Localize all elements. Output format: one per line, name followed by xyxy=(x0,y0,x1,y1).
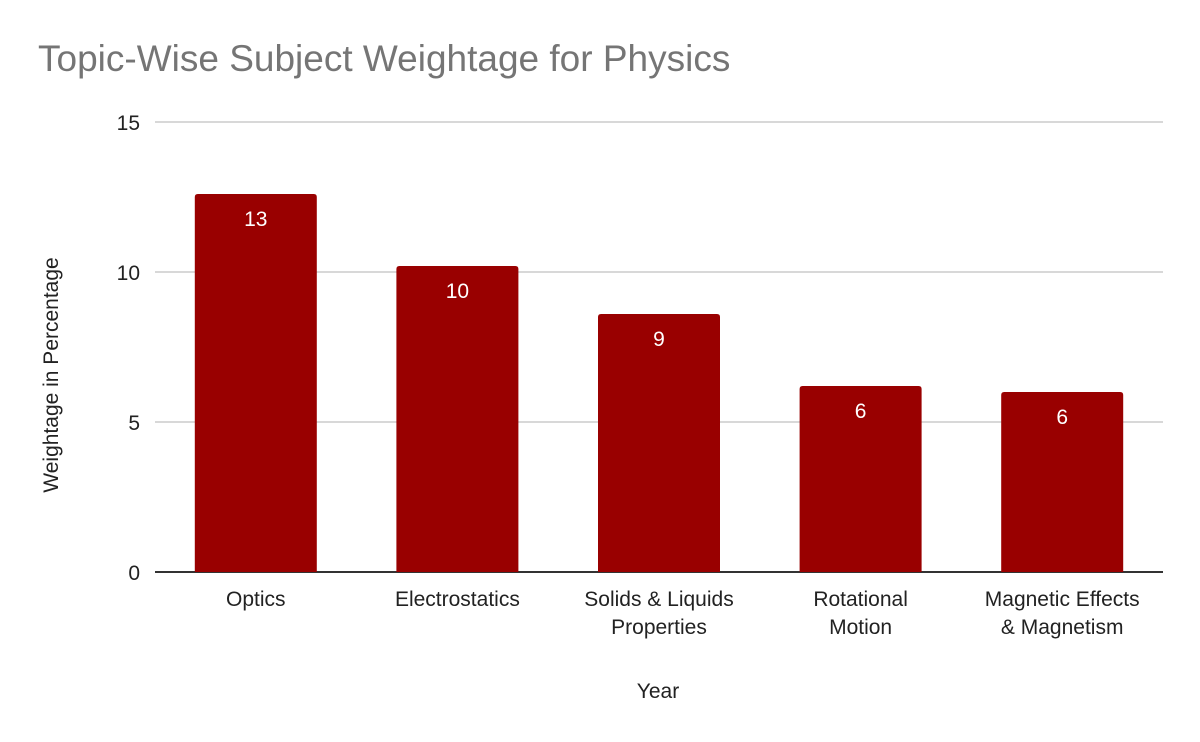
y-tick-label: 10 xyxy=(117,262,140,285)
x-category-label: Rotational Motion xyxy=(813,588,908,639)
x-category-label: Solids & Liquids Properties xyxy=(584,588,733,639)
y-tick-labels: 0 5 10 15 xyxy=(117,112,140,585)
bar-data-labels: 13 10 9 6 6 xyxy=(244,208,1068,429)
bar xyxy=(194,194,317,572)
x-category-label: Optics xyxy=(226,588,286,611)
chart-title: Topic-Wise Subject Weightage for Physics xyxy=(38,38,731,79)
y-axis-title: Weightage in Percentage xyxy=(40,257,63,492)
x-category-label: Magnetic Effects & Magnetism xyxy=(985,588,1140,639)
y-tick-label: 0 xyxy=(128,562,140,585)
x-category-labels: Optics Electrostatics Solids & Liquids Prop… xyxy=(226,588,1140,639)
bar xyxy=(598,314,720,572)
bar xyxy=(799,386,922,572)
bar-data-label: 6 xyxy=(855,400,867,423)
bar xyxy=(396,266,519,572)
x-category-label: Electrostatics xyxy=(395,588,520,611)
bars xyxy=(194,194,1124,572)
bar-data-label: 9 xyxy=(653,328,665,351)
bar xyxy=(1001,392,1124,572)
bar-data-label: 6 xyxy=(1056,406,1068,429)
bar-data-label: 10 xyxy=(446,280,469,303)
y-tick-label: 5 xyxy=(128,412,140,435)
bar-data-label: 13 xyxy=(244,208,267,231)
y-tick-label: 15 xyxy=(117,112,140,135)
x-axis-title: Year xyxy=(637,680,679,703)
